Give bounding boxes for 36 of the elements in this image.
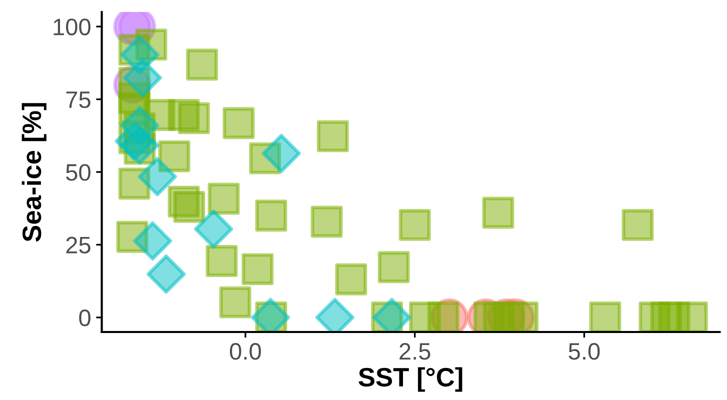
- point: [146, 254, 186, 294]
- point: [676, 301, 708, 332]
- point: [242, 253, 274, 286]
- point: [398, 208, 431, 241]
- y-tick-label: 50: [66, 164, 90, 181]
- point: [178, 102, 210, 134]
- point: [194, 209, 234, 249]
- point: [219, 286, 252, 318]
- point: [173, 190, 206, 223]
- point: [482, 196, 514, 229]
- point: [622, 208, 654, 241]
- point: [335, 263, 368, 296]
- x-tick-label: 0.0: [230, 343, 261, 360]
- point: [208, 182, 240, 215]
- y-tick-label: 25: [66, 236, 90, 254]
- y-axis-title: Sea-ice [%]: [22, 103, 46, 242]
- point: [316, 120, 349, 152]
- point: [133, 221, 172, 261]
- point: [206, 245, 238, 277]
- point: [310, 206, 343, 238]
- point: [262, 134, 301, 173]
- point: [589, 301, 622, 332]
- point: [255, 200, 288, 232]
- y-tick-label: 75: [66, 92, 90, 108]
- y-tick-label: 100: [54, 18, 90, 36]
- point: [120, 126, 160, 165]
- point: [122, 58, 162, 98]
- x-tick-label: 5.0: [568, 343, 600, 360]
- point: [506, 301, 539, 332]
- x-tick-label: 2.5: [400, 343, 430, 360]
- point: [138, 157, 177, 196]
- x-axis-title: SST [°C]: [358, 367, 462, 392]
- point: [222, 107, 255, 140]
- y-tick-label: 0: [79, 310, 90, 326]
- point: [378, 251, 410, 284]
- point: [186, 48, 218, 81]
